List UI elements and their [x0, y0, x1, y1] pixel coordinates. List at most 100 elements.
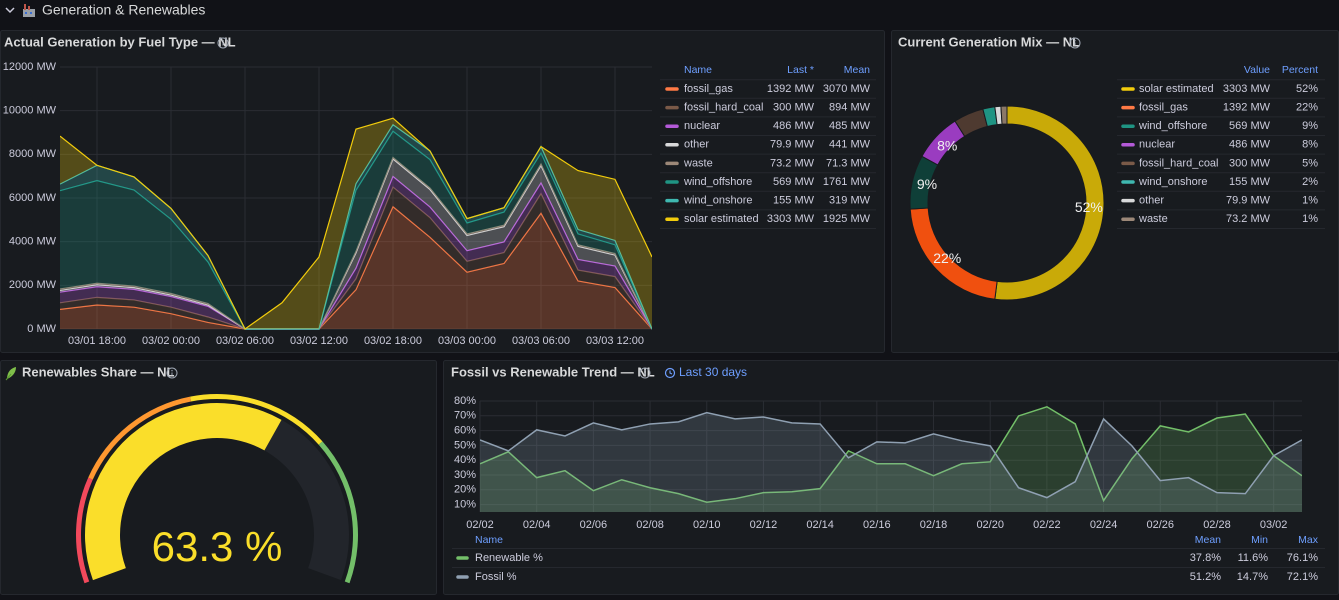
legend-mean: 894 MW: [829, 102, 871, 114]
legend-stat: 72.1%: [1287, 571, 1318, 583]
info-icon[interactable]: [217, 37, 229, 49]
threshold-band: [318, 441, 358, 584]
x-tick-label: 02/24: [1090, 519, 1118, 531]
x-tick-label: 02/14: [806, 519, 834, 531]
legend-percent: 1%: [1302, 195, 1318, 207]
legend-percent: 52%: [1296, 83, 1318, 95]
y-tick-label: 80%: [454, 395, 476, 407]
collapse-chevron[interactable]: [5, 7, 15, 14]
info-icon[interactable]: [166, 367, 178, 379]
series-line: [60, 130, 652, 330]
legend-name: wind_onshore: [1138, 176, 1208, 188]
legend-stat: 37.8%: [1190, 552, 1221, 564]
legend-name: solar estimated: [684, 213, 759, 225]
series-line: [60, 175, 652, 330]
x-tick-label: 02/22: [1033, 519, 1061, 531]
panel-title: Fossil vs Renewable Trend — NL: [451, 364, 655, 379]
x-tick-label: 02/08: [636, 519, 664, 531]
legend-percent: 5%: [1302, 157, 1318, 169]
plot-area: [60, 117, 652, 330]
slice-label: 22%: [933, 250, 961, 266]
legend-name: wind_offshore: [1138, 120, 1207, 132]
info-icon[interactable]: [1069, 37, 1081, 49]
legend-name: fossil_hard_coal: [1139, 157, 1219, 169]
area-band: [60, 124, 652, 329]
legend-name: waste: [1138, 213, 1168, 225]
gauge-value-arc: [85, 403, 282, 581]
donut-slice: [1000, 105, 1008, 125]
threshold-band: [190, 394, 323, 445]
legend-mean: 71.3 MW: [826, 157, 871, 169]
legend-percent: 9%: [1302, 120, 1318, 132]
time-range[interactable]: Last 30 days: [664, 365, 748, 379]
area-band: [60, 131, 652, 329]
y-tick-label: 20%: [454, 484, 476, 496]
x-tick-label: 03/02: [1260, 519, 1288, 531]
legend-last: 155 MW: [773, 195, 815, 207]
clock-hands: [669, 370, 673, 375]
legend-header: Name: [475, 534, 503, 546]
legend-mean: 3070 MW: [823, 83, 871, 95]
y-tick-label: 4000 MW: [9, 236, 57, 248]
legend-stat: 51.2%: [1190, 571, 1221, 583]
legend-header: Value: [1244, 64, 1270, 76]
x-tick-label: 02/28: [1203, 519, 1231, 531]
legend-value: 155 MW: [1229, 176, 1271, 188]
legend-value: 73.2 MW: [1226, 213, 1271, 225]
legend-name: other: [684, 139, 709, 151]
series-line: [60, 117, 652, 330]
legend-name: fossil_hard_coal: [684, 102, 764, 114]
legend-value: 79.9 MW: [1226, 195, 1271, 207]
series-line: [60, 158, 652, 330]
legend-name: Renewable %: [475, 552, 543, 564]
y-tick-label: 10000 MW: [3, 105, 57, 117]
legend-percent: 1%: [1302, 213, 1318, 225]
x-tick-label: 02/02: [466, 519, 494, 531]
legend-name: wind_offshore: [683, 176, 752, 188]
x-tick-label: 03/03 06:00: [512, 335, 570, 347]
legend-name: wind_onshore: [683, 195, 753, 207]
series-line: [60, 186, 652, 330]
legend-header: Min: [1251, 534, 1268, 546]
area-band: [60, 118, 652, 330]
legend-name: other: [1139, 195, 1164, 207]
legend-percent: 22%: [1296, 102, 1318, 114]
legend-value: 486 MW: [1229, 139, 1271, 151]
section-title[interactable]: Generation & Renewables: [42, 2, 205, 18]
x-tick-label: 03/02 06:00: [216, 335, 274, 347]
legend-value: 569 MW: [1229, 120, 1271, 132]
legend-name: fossil_gas: [1139, 102, 1188, 114]
clock-icon: [664, 367, 676, 379]
legend-percent: 8%: [1302, 139, 1318, 151]
y-tick-label: 2000 MW: [9, 279, 57, 291]
legend-mean: 441 MW: [829, 139, 871, 151]
legend-last: 1392 MW: [767, 83, 815, 95]
legend-header: Name: [684, 64, 712, 76]
series-line: [60, 156, 652, 330]
legend-value: 1392 MW: [1223, 102, 1271, 114]
charts: 0 MW 2000 MW 4000 MW 6000 MW 8000 MW 10000 MW…: [3, 61, 1325, 584]
legend-name: waste: [683, 157, 713, 169]
threshold-band: [76, 477, 93, 584]
x-tick-label: 03/01 18:00: [68, 335, 126, 347]
info-icon[interactable]: [639, 367, 651, 379]
legend-mean: 485 MW: [829, 120, 871, 132]
x-tick-label: 03/03 00:00: [438, 335, 496, 347]
leaf-icon: [5, 367, 16, 381]
legend-mean: 319 MW: [829, 195, 871, 207]
x-tick-label: 03/02 00:00: [142, 335, 200, 347]
panel-title: Actual Generation by Fuel Type — NL: [4, 34, 236, 49]
x-tick-label: 02/26: [1147, 519, 1175, 531]
gauge-value: 63.3 %: [152, 523, 283, 570]
area-band: [60, 206, 652, 329]
legend-mean: 1925 MW: [823, 213, 871, 225]
legend-last: 79.9 MW: [770, 139, 815, 151]
y-tick-label: 6000 MW: [9, 192, 57, 204]
legend-header: Mean: [844, 64, 870, 76]
slice-label: 9%: [917, 176, 937, 192]
x-tick-label: 02/06: [580, 519, 608, 531]
legend-stat: 14.7%: [1237, 571, 1268, 583]
time-range-label[interactable]: Last 30 days: [679, 365, 747, 379]
series-line: [480, 411, 1302, 499]
